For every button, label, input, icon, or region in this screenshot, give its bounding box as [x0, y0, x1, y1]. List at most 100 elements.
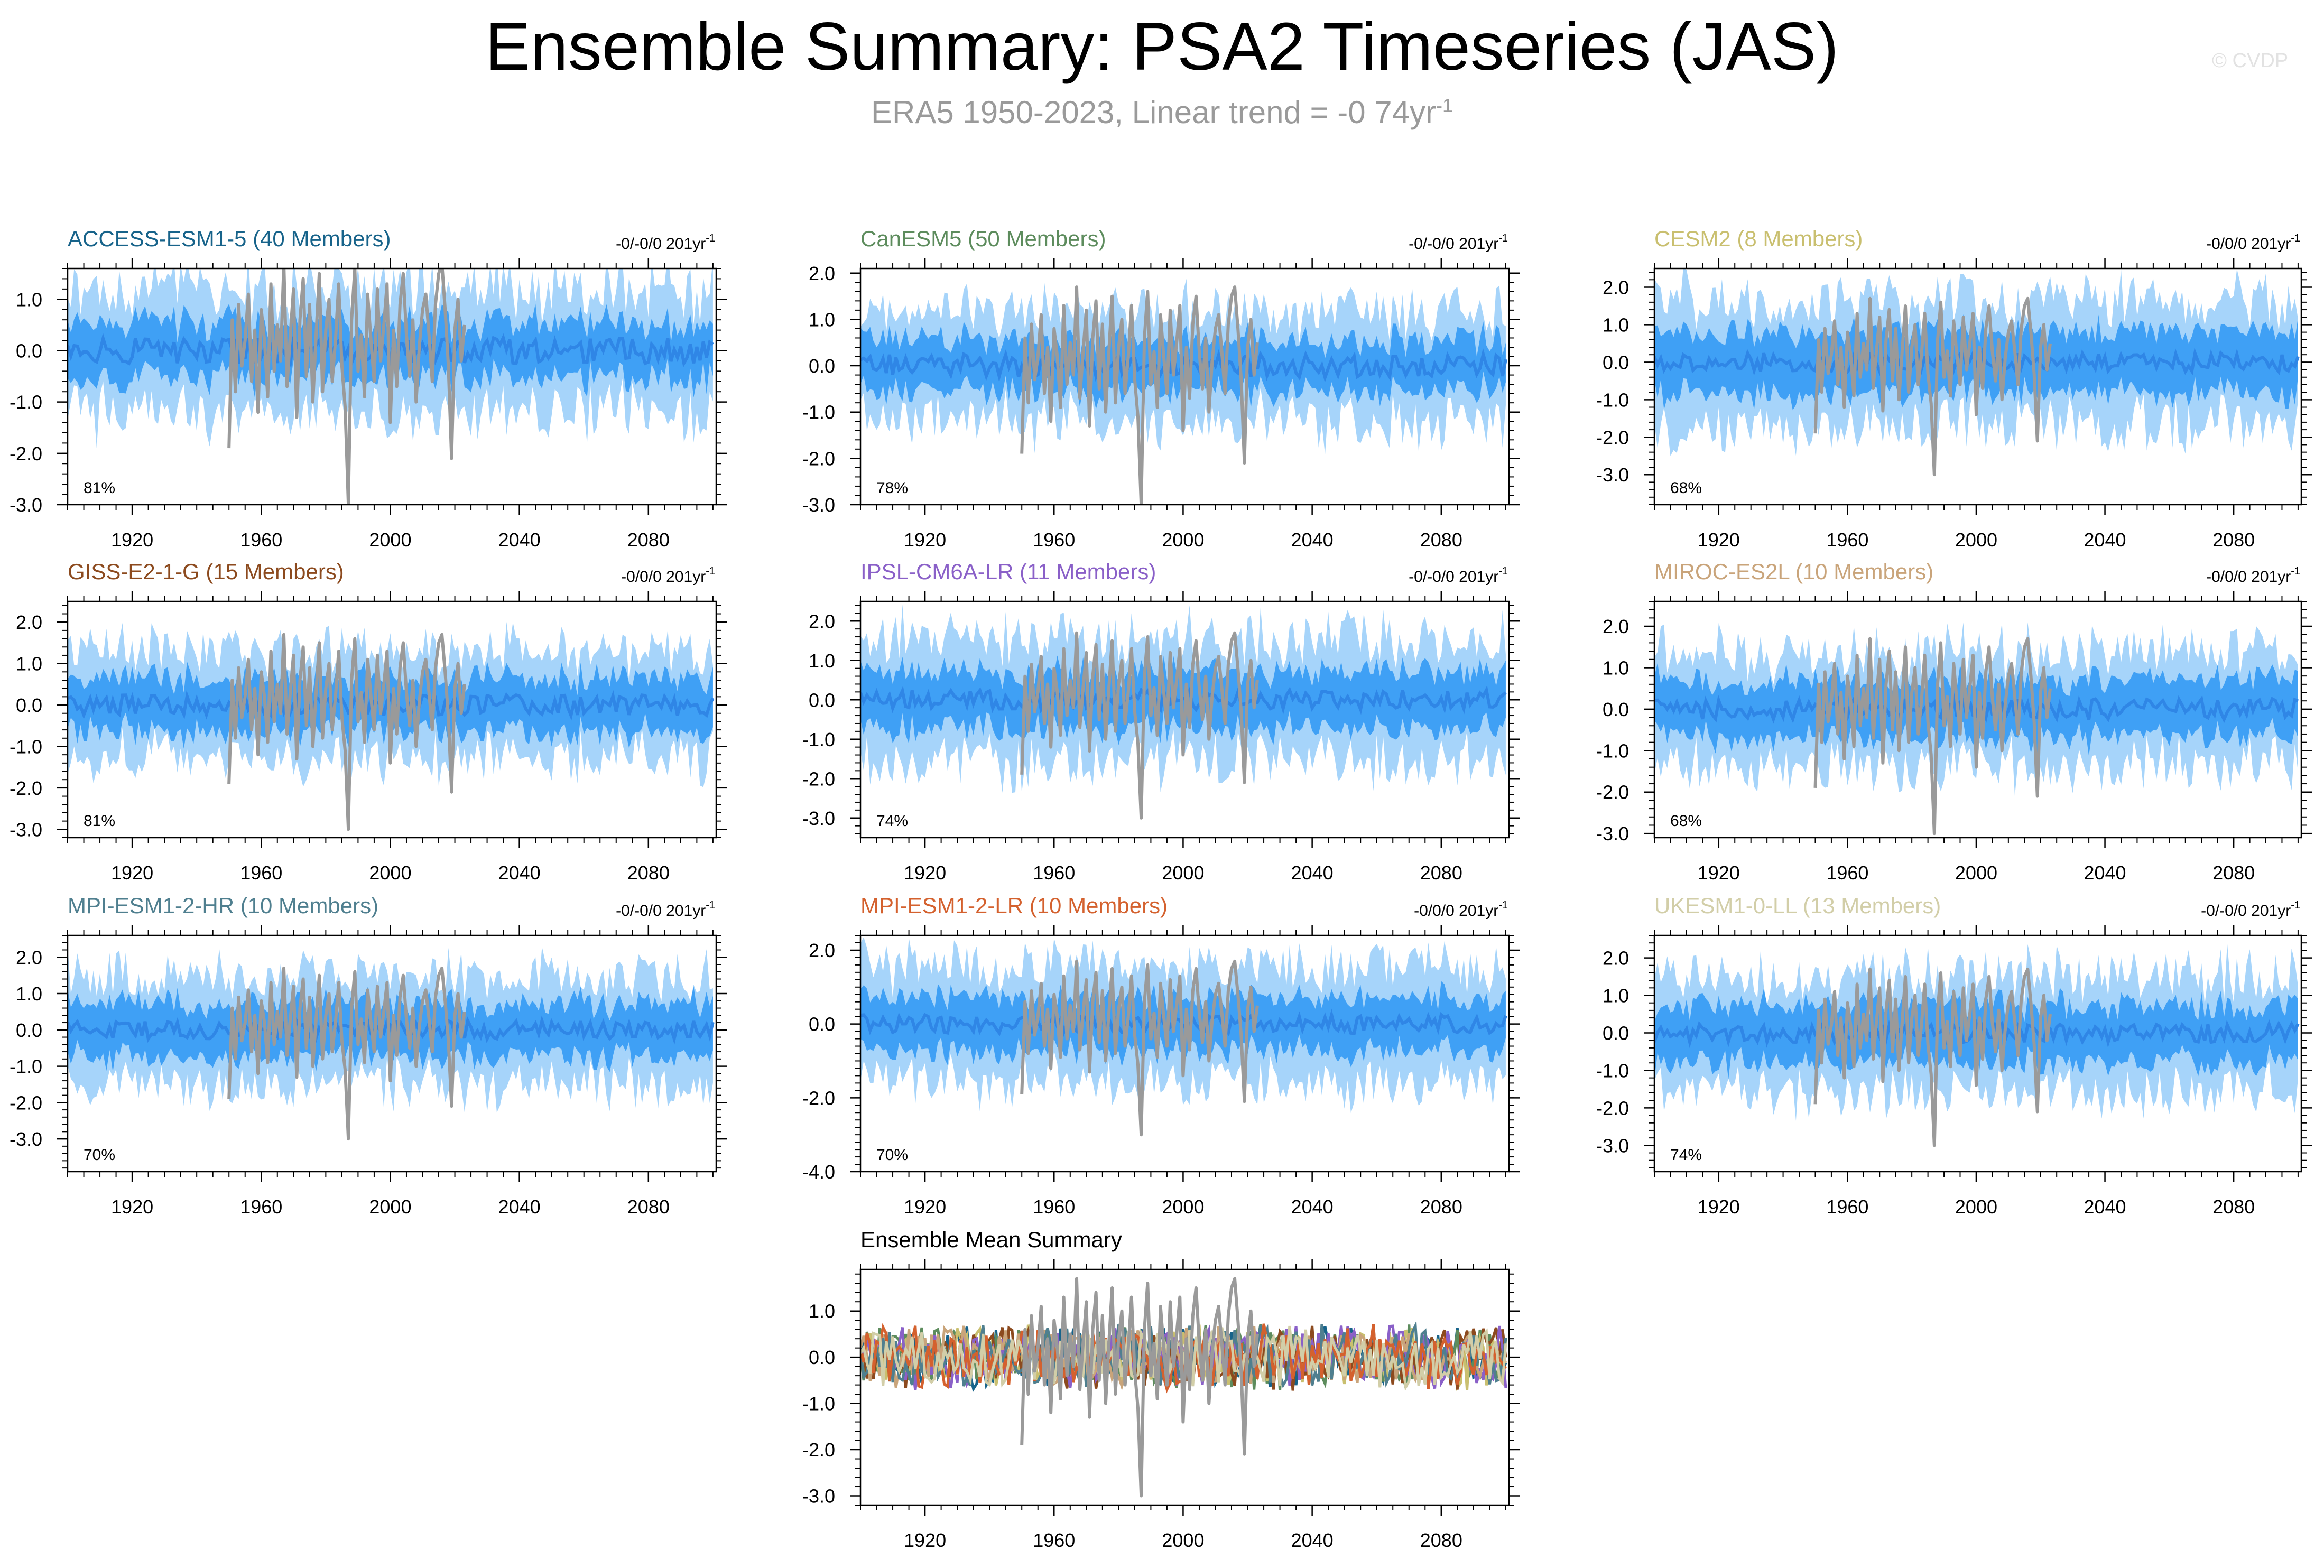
ensemble-mean-line: [1654, 1018, 2300, 1049]
panel-1: -3.0 -2.0 -1.0 0.0 1.0 1920 1960 2000 2040 2080 AC…: [10, 226, 727, 551]
observation-line-era5: [227, 268, 466, 505]
panels: -3.0 -2.0 -1.0 0.0 1.0 1920 1960 2000 2040 2080 AC…: [10, 226, 2312, 1551]
inner-spread-band: [68, 303, 713, 398]
panel-5: -3.0 -2.0 -1.0 0.0 1.0 2.0 1920 1960 2000 2040 208…: [802, 559, 1520, 884]
plot-frame: [859, 1268, 1510, 1506]
plot-frame: [67, 267, 717, 506]
x-tick-label: 2080: [1420, 529, 1462, 551]
percent-label: 70%: [84, 1146, 115, 1164]
trend-label-superscript: -1: [706, 565, 715, 577]
plot-frame: [1653, 267, 2302, 506]
ensemble-mean-line: [860, 685, 1507, 715]
x-tick-label: 2080: [2212, 862, 2255, 884]
y-tick-label: 0.0: [809, 1014, 835, 1035]
x-tick-label: 2040: [2084, 1196, 2126, 1218]
cvdp-watermark: © CVDP: [2212, 50, 2289, 72]
y-tick-label: 1.0: [809, 650, 835, 672]
x-tick-label: 2000: [369, 862, 411, 884]
x-tick-label: 1960: [1826, 862, 1868, 884]
trend-label: -0/-0/0 201yr-1: [616, 899, 715, 920]
x-tick-label: 2080: [2212, 529, 2255, 551]
x-tick-label: 1960: [1033, 1529, 1075, 1551]
y-tick-label: -3.0: [1596, 1135, 1629, 1156]
observation-line-era5: [1813, 637, 2052, 836]
trend-label-text: -0/0/0 201yr: [1414, 902, 1498, 920]
trend-label-superscript: -1: [706, 233, 715, 244]
ensemble-mean-line-ukesm1-0-ll: [860, 1323, 1507, 1391]
x-tick-label: 1920: [904, 1529, 946, 1551]
y-tick-label: -1.0: [10, 392, 42, 413]
panel-title: GISS-E2-1-G (15 Members): [68, 559, 344, 584]
trend-label-superscript: -1: [706, 899, 715, 911]
x-tick-label: 1920: [111, 1196, 153, 1218]
main-title: Ensemble Summary: PSA2 Timeseries (JAS): [485, 9, 1839, 85]
y-tick-label: -2.0: [802, 448, 835, 469]
trend-label-text: -0/-0/0 201yr: [616, 902, 706, 920]
trend-label-superscript: -1: [2291, 233, 2300, 244]
y-tick-label: 2.0: [1603, 948, 1629, 969]
y-tick-label: 1.0: [16, 653, 42, 675]
x-tick-label: 1920: [111, 529, 153, 551]
x-tick-label: 1960: [240, 1196, 282, 1218]
x-tick-label: 2040: [1291, 529, 1334, 551]
x-tick-label: 1960: [1033, 1196, 1075, 1218]
y-tick-label: -3.0: [802, 808, 835, 829]
x-tick-label: 2000: [1162, 1196, 1204, 1218]
y-tick-label: -1.0: [1596, 389, 1629, 411]
percent-label: 78%: [876, 479, 908, 497]
plot-frame: [859, 267, 1510, 506]
y-tick-label: -2.0: [10, 443, 42, 465]
y-tick-label: -3.0: [10, 494, 42, 516]
x-tick-label: 2040: [1291, 1196, 1334, 1218]
plot-area: [860, 279, 1507, 505]
x-tick-label: 2040: [498, 529, 541, 551]
x-tick-label: 1960: [240, 529, 282, 551]
panel-4: -3.0 -2.0 -1.0 0.0 1.0 2.0 1920 1960 2000 2040 208…: [10, 559, 727, 884]
x-tick-label: 1920: [1698, 1196, 1740, 1218]
x-tick-label: 2040: [2084, 862, 2126, 884]
y-tick-label: -2.0: [1596, 1097, 1629, 1119]
plot-area: [68, 621, 715, 831]
plot-area: [1654, 268, 2300, 477]
trend-label: -0/-0/0 201yr-1: [1409, 565, 1508, 586]
trend-label: -0/0/0 201yr-1: [1414, 899, 1508, 920]
panel-2: -3.0 -2.0 -1.0 0.0 1.0 2.0 1920 1960 2000 2040 208…: [802, 226, 1520, 551]
observation-line-era5: [1813, 296, 2052, 477]
percent-label: 68%: [1670, 812, 1702, 830]
panel-title: MPI-ESM1-2-LR (10 Members): [860, 893, 1168, 918]
y-tick-label: 0.0: [809, 689, 835, 711]
percent-label: 81%: [84, 812, 115, 830]
trend-label-text: -0/0/0 201yr: [2206, 568, 2291, 586]
y-tick-label: 0.0: [16, 694, 42, 716]
x-tick-label: 2000: [1162, 1529, 1204, 1551]
x-tick-label: 1960: [1033, 529, 1075, 551]
y-tick-label: 0.0: [1603, 699, 1629, 720]
y-tick-label: 1.0: [1603, 985, 1629, 1007]
y-tick-label: -1.0: [802, 1393, 835, 1415]
trend-label-superscript: -1: [1498, 233, 1508, 244]
plot-area: [68, 268, 714, 505]
x-tick-label: 2000: [1955, 529, 1997, 551]
y-tick-label: -1.0: [10, 736, 42, 757]
y-tick-label: 1.0: [1603, 657, 1629, 679]
y-tick-label: 0.0: [16, 340, 42, 361]
subtitle: ERA5 1950-2023, Linear trend = -0 74yr-1: [0, 85, 2324, 134]
trend-label-text: -0/-0/0 201yr: [1409, 235, 1498, 253]
y-tick-label: -2.0: [10, 777, 42, 799]
plot-frame: [1653, 600, 2302, 839]
y-tick-label: -1.0: [10, 1056, 42, 1078]
panel-title: Ensemble Mean Summary: [860, 1227, 1122, 1252]
y-tick-label: -3.0: [1596, 823, 1629, 845]
observation-line-era5: [227, 633, 466, 831]
y-tick-label: 2.0: [16, 611, 42, 633]
percent-label: 70%: [876, 1146, 908, 1164]
observation-line-era5: [1020, 631, 1259, 820]
x-tick-label: 2000: [1162, 529, 1204, 551]
x-tick-label: 2000: [1955, 862, 1997, 884]
y-tick-label: -3.0: [10, 1128, 42, 1150]
trend-label: -0/0/0 201yr-1: [621, 565, 715, 586]
y-tick-label: 2.0: [809, 940, 835, 961]
trend-label-superscript: -1: [1498, 899, 1508, 911]
trend-label-superscript: -1: [2291, 565, 2300, 577]
